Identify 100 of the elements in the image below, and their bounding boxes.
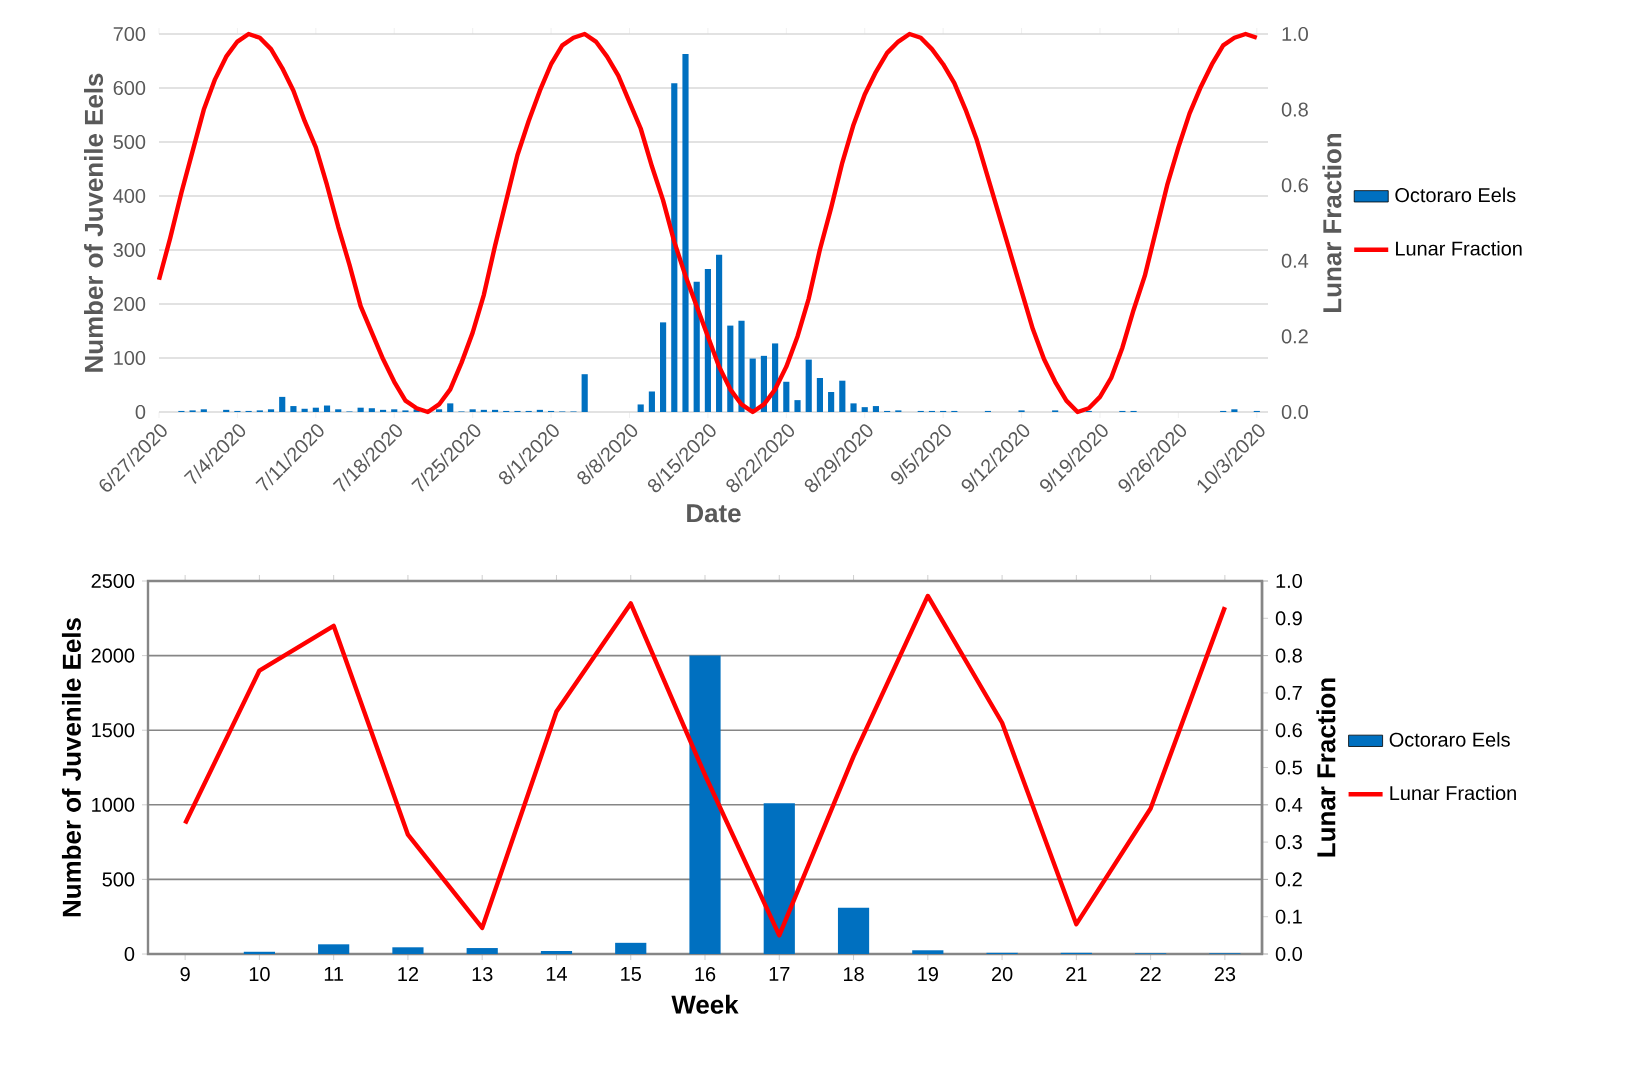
x-axis-title: Week: [671, 994, 739, 1014]
y-tick-label: 2500: [91, 573, 135, 589]
x-tick-label: 11: [324, 967, 344, 981]
y2-axis-title: Lunar Fraction: [1316, 678, 1336, 857]
bar: [581, 374, 588, 413]
bar: [392, 947, 424, 955]
y2-tick-label: 0.1: [1275, 909, 1302, 924]
bar: [637, 404, 644, 413]
y2-tick-label: 0.3: [1275, 835, 1302, 850]
y-tick-label: 500: [102, 872, 135, 887]
legend-label: Octoraro Eels: [1389, 732, 1510, 747]
y2-tick-label: 0.2: [1275, 872, 1302, 887]
bar: [318, 944, 350, 955]
bar: [839, 380, 846, 413]
x-tick-label: 19: [918, 967, 938, 982]
bar: [816, 377, 823, 413]
x-tick-label: 16: [695, 967, 716, 982]
y-tick-label: 700: [113, 26, 146, 42]
legend-label: Octoraro Eels: [1395, 187, 1516, 203]
y2-tick-label: 0.4: [1275, 797, 1303, 812]
y-tick-label: 600: [113, 80, 146, 96]
bar: [469, 409, 476, 413]
bar: [368, 408, 375, 413]
line-series: [182, 593, 1228, 938]
bar: [763, 803, 795, 955]
bar: [805, 359, 812, 413]
bar: [223, 409, 230, 413]
bar: [301, 408, 308, 413]
bar: [783, 381, 790, 413]
bar: [837, 907, 870, 955]
bar: [648, 391, 655, 413]
bar: [335, 409, 342, 413]
y-tick-label: 1500: [92, 723, 135, 738]
bar: [447, 403, 454, 413]
y-tick-label: 1000: [92, 797, 135, 812]
y-tick-label: 400: [113, 188, 146, 204]
x-tick-label: 13: [472, 967, 493, 982]
bar: [850, 403, 857, 413]
bar: [391, 409, 398, 413]
y2-tick-label: 0.0: [1281, 404, 1308, 420]
y2-axis-title: Lunar Fraction: [1322, 133, 1342, 312]
bar: [540, 951, 573, 955]
bar: [323, 405, 331, 413]
x-tick-label: 12: [398, 967, 419, 981]
bar: [279, 396, 286, 413]
x-axis-title: Date: [687, 504, 741, 523]
bar: [480, 409, 487, 413]
x-tick-label: 20: [992, 967, 1013, 982]
y-tick-label: 2000: [91, 648, 135, 663]
y2-tick-label: 0.8: [1281, 102, 1308, 117]
bar: [689, 655, 721, 955]
x-tick-label: 18: [843, 967, 864, 982]
bar: [267, 409, 275, 413]
legend-label: Lunar Fraction: [1390, 785, 1516, 801]
bar: [738, 320, 745, 413]
y2-tick-label: 0.2: [1281, 329, 1308, 344]
x-tick-label: 21: [1066, 967, 1087, 981]
y-tick-label: 200: [113, 296, 146, 312]
bar: [466, 948, 498, 955]
x-tick-label: 17: [769, 967, 790, 981]
y-axis-title: Number of Juvenile Eels: [84, 73, 104, 372]
bar: [716, 254, 723, 413]
y2-tick-label: 0.6: [1281, 178, 1308, 193]
bar: [379, 409, 387, 413]
x-tick-label: 15: [621, 967, 641, 981]
y-axis-title: Number of Juvenile Eels: [61, 618, 81, 917]
bar: [794, 400, 801, 413]
y2-tick-label: 1.0: [1282, 26, 1308, 42]
bar: [828, 392, 835, 413]
bar: [536, 409, 543, 413]
x-tick-label: 9: [180, 967, 190, 982]
y-tick-label: 0: [135, 404, 146, 420]
bar: [200, 409, 207, 413]
y2-tick-label: 0.7: [1275, 685, 1302, 700]
bar: [660, 322, 667, 413]
x-tick-label: 14: [546, 967, 567, 981]
bar: [682, 53, 689, 413]
bar: [912, 950, 944, 955]
bar: [1231, 409, 1238, 413]
bar: [435, 409, 443, 413]
y2-tick-label: 0.6: [1275, 723, 1302, 738]
y2-tick-label: 0.0: [1275, 946, 1302, 962]
x-tick-label: 23: [1214, 967, 1236, 982]
y-tick-label: 300: [113, 242, 146, 258]
y2-tick-label: 1.0: [1276, 573, 1302, 589]
bar: [872, 406, 880, 413]
bar: [290, 406, 297, 413]
y2-tick-label: 0.5: [1275, 760, 1302, 775]
y2-tick-label: 0.4: [1281, 253, 1309, 268]
y-tick-label: 500: [113, 134, 146, 150]
legend-label: Lunar Fraction: [1396, 240, 1522, 256]
x-tick-label: 10: [249, 967, 270, 982]
y2-tick-label: 0.9: [1275, 611, 1302, 626]
bar: [615, 942, 647, 955]
bar: [671, 83, 678, 413]
y-tick-label: 100: [114, 350, 146, 366]
x-tick-label: 22: [1140, 967, 1161, 981]
y2-tick-label: 0.8: [1275, 648, 1302, 663]
bar: [491, 409, 499, 413]
y-tick-label: 0: [124, 946, 135, 962]
